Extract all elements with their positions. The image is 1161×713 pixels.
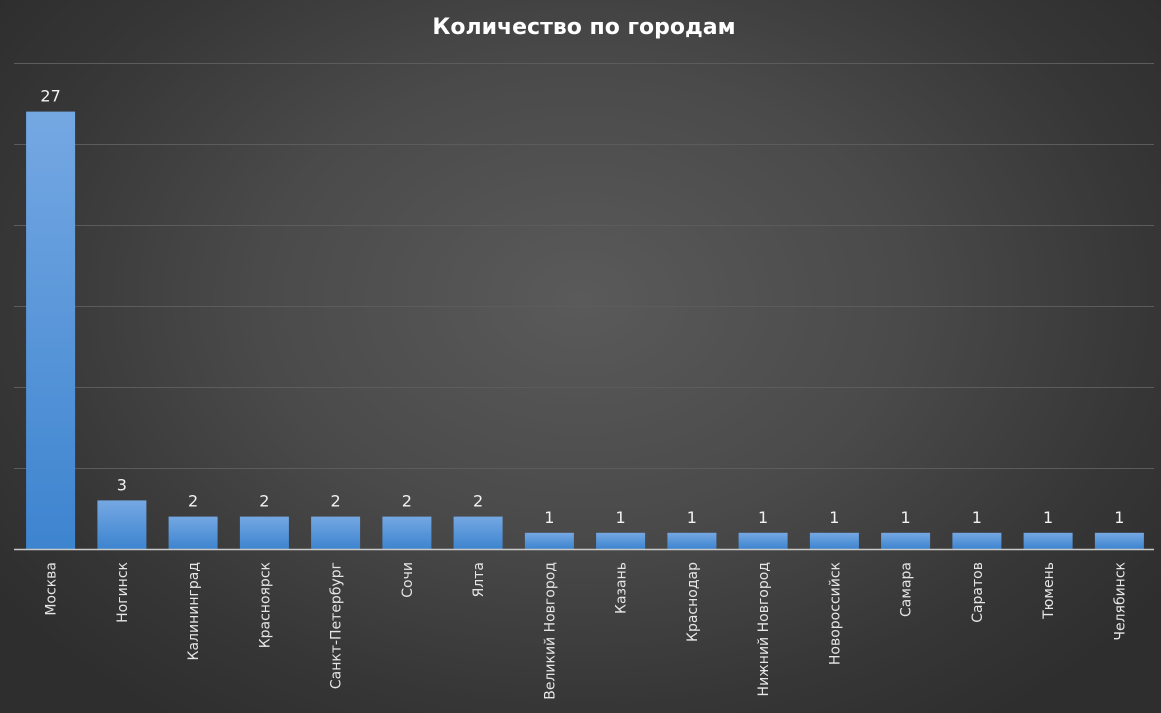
x-tick-label: Великий Новгород <box>542 562 558 700</box>
data-label: 1 <box>758 508 768 527</box>
data-label: 2 <box>259 492 269 511</box>
data-label: 2 <box>402 492 412 511</box>
data-label: 27 <box>40 87 60 106</box>
chart-title: Количество по городам <box>432 15 735 40</box>
x-tick-label: Ялта <box>471 562 487 597</box>
bar <box>809 532 859 549</box>
data-label: 2 <box>473 492 483 511</box>
bar <box>453 516 503 549</box>
data-label: 1 <box>901 508 911 527</box>
x-tick-label: Тюмень <box>1041 562 1057 620</box>
data-label: 1 <box>829 508 839 527</box>
x-tick-label: Челябинск <box>1112 562 1128 641</box>
bar <box>97 500 147 549</box>
bar <box>738 532 788 549</box>
bars <box>26 111 1144 549</box>
bar <box>952 532 1002 549</box>
gridlines <box>14 63 1154 469</box>
x-tick-label: Санкт-Петербург <box>329 562 345 689</box>
x-tick-label: Самара <box>899 562 915 617</box>
bar <box>382 516 432 549</box>
x-tick-label: Саратов <box>970 562 986 623</box>
bar <box>26 111 76 549</box>
x-tick-label: Сочи <box>400 562 416 598</box>
x-tick-label: Красноярск <box>257 562 273 648</box>
data-label: 1 <box>1043 508 1053 527</box>
bar <box>1023 532 1073 549</box>
data-label: 1 <box>544 508 554 527</box>
bar <box>667 532 717 549</box>
x-axis-tick-labels: Москва Ногинск Калининград Красноярск Санкт-… <box>44 562 1129 700</box>
data-label: 1 <box>616 508 626 527</box>
x-tick-label: Калининград <box>186 562 202 660</box>
x-tick-label: Казань <box>614 562 630 614</box>
bar <box>881 532 931 549</box>
data-label: 1 <box>1114 508 1124 527</box>
bar <box>596 532 646 549</box>
data-label: 2 <box>188 492 198 511</box>
x-tick-label: Новороссийск <box>827 562 843 665</box>
x-tick-label: Ногинск <box>115 562 131 623</box>
data-label: 3 <box>117 475 127 494</box>
data-labels: 27 3 2 2 2 2 2 1 1 1 1 1 1 1 1 1 <box>40 87 1124 527</box>
bar <box>239 516 289 549</box>
data-label: 2 <box>331 492 341 511</box>
bar <box>168 516 218 549</box>
bar <box>1094 532 1144 549</box>
x-tick-label: Нижний Новгород <box>756 562 772 696</box>
bar <box>311 516 361 549</box>
bar <box>524 532 574 549</box>
data-label: 1 <box>687 508 697 527</box>
x-tick-label: Москва <box>44 562 60 616</box>
data-label: 1 <box>972 508 982 527</box>
x-tick-label: Краснодар <box>685 562 701 642</box>
